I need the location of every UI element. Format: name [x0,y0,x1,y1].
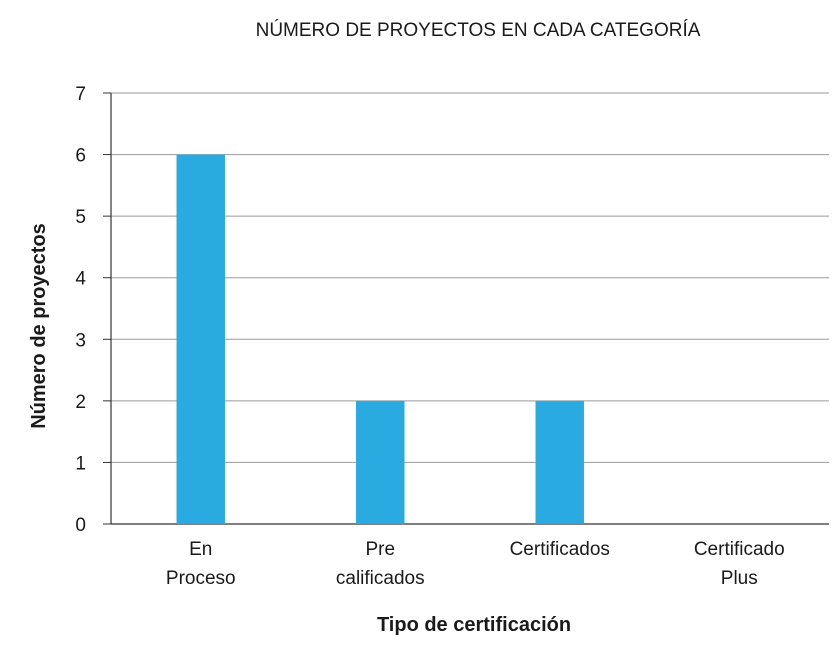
y-tick-labels: 0 1 2 3 4 5 6 7 [75,84,86,536]
y-tick-label: 3 [75,330,86,351]
x-category-label: En Proceso [166,539,236,589]
x-category-label: Certificado Plus [694,539,785,589]
bar [535,400,584,524]
axes [103,92,829,525]
gridlines [111,92,829,463]
x-category-label: Certificados [510,539,610,560]
y-tick-label: 5 [75,207,86,228]
bar [356,400,405,524]
x-axis-title: Tipo de certificación [377,614,571,636]
x-category-labels: En Proceso Pre calificados Certificados Certi… [166,539,785,589]
y-tick-label: 0 [75,515,86,536]
bars [176,154,584,525]
y-tick-label: 7 [75,84,86,105]
chart-title: NÚMERO DE PROYECTOS EN CADA CATEGORÍA [256,19,701,41]
y-axis-title: Número de proyectos [28,223,50,429]
y-tick-label: 1 [75,453,86,474]
bar [176,154,225,525]
y-tick-label: 2 [75,392,86,413]
y-tick-label: 4 [75,269,86,290]
x-category-label: Pre calificados [336,539,425,589]
y-tick-label: 6 [75,146,86,167]
